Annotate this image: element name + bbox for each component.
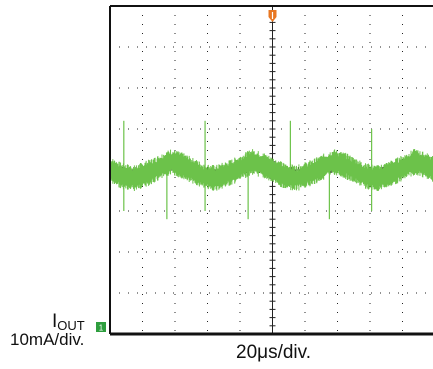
channel-marker — [96, 322, 106, 332]
timebase-scale: 20μs/div. — [236, 342, 312, 363]
channel-label-sub: OUT — [57, 318, 85, 333]
axes: 1 — [96, 5, 433, 336]
iout-trace — [109, 120, 433, 220]
channel-label-main: I — [52, 311, 58, 332]
iout-trace-band — [109, 149, 433, 192]
channel-marker-number: 1 — [99, 324, 104, 333]
channel-scale: 10mA/div. — [10, 330, 85, 349]
channel-label: IOUT — [52, 312, 85, 336]
